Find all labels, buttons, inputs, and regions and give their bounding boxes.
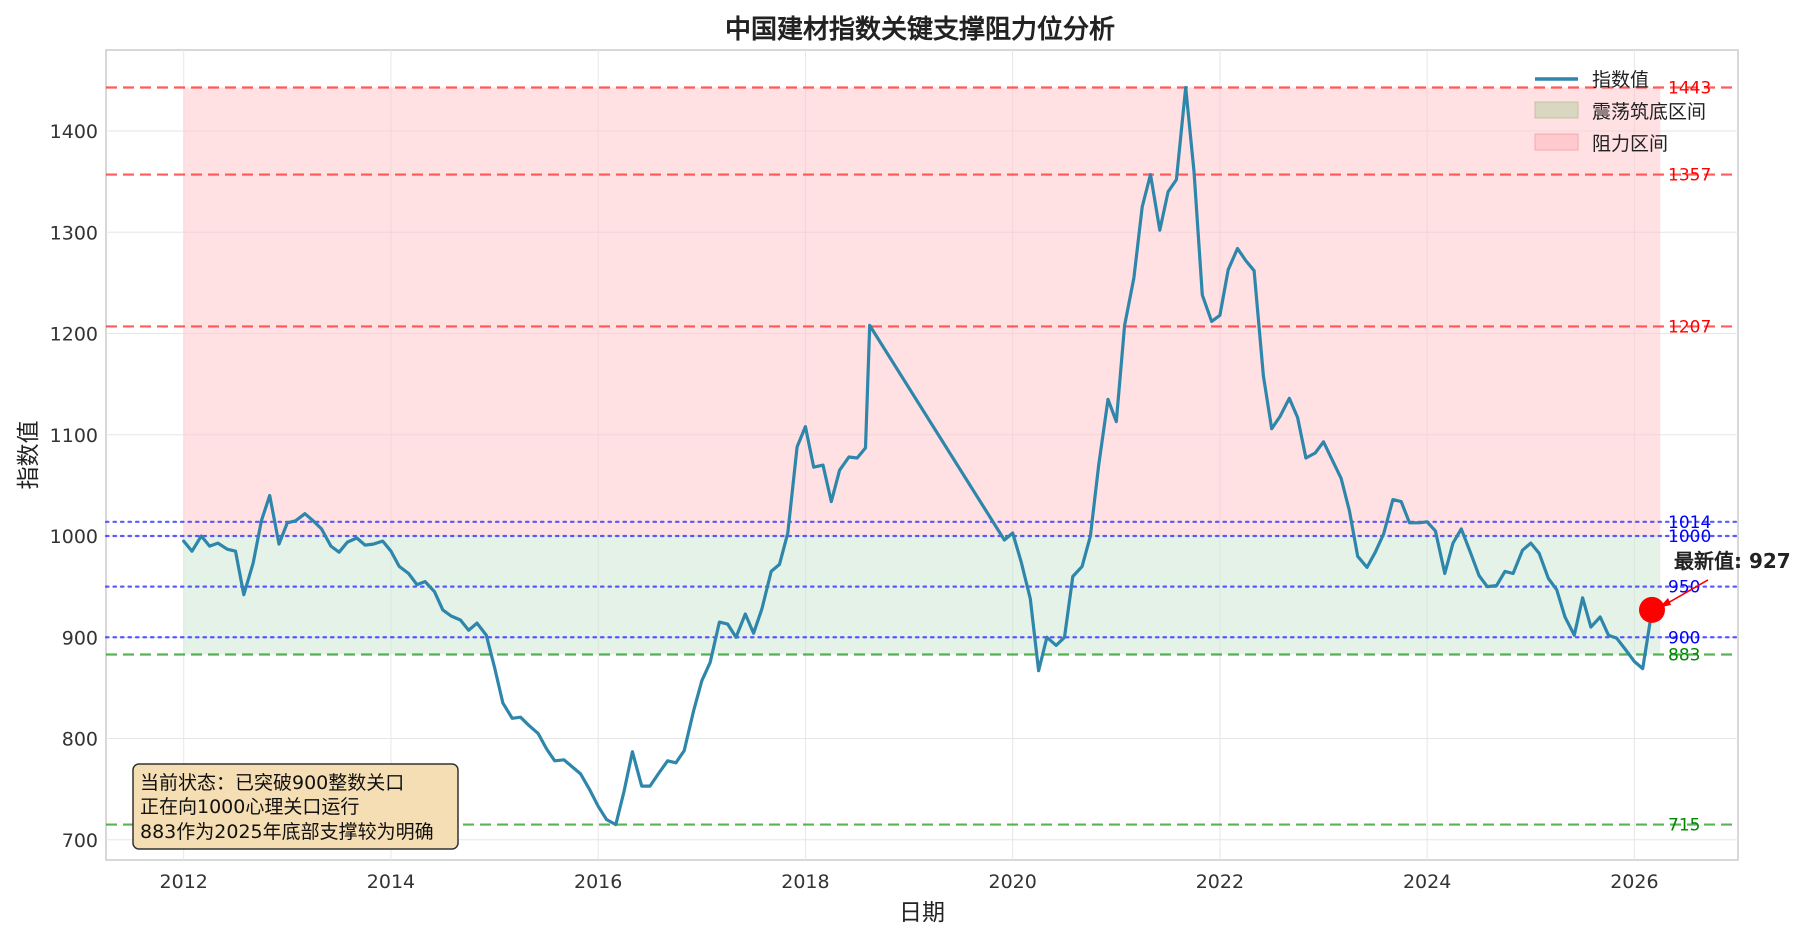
chart-title: 中国建材指数关键支撑阻力位分析 bbox=[725, 14, 1115, 45]
legend-label-bottom-zone: 震荡筑底区间 bbox=[1592, 101, 1706, 123]
series-layer bbox=[182, 85, 1654, 827]
latest-value-label: 最新值: 927 bbox=[1674, 549, 1791, 573]
level-label-715: 715 bbox=[1668, 816, 1700, 836]
x-tick-label: 2022 bbox=[1196, 871, 1244, 893]
status-line-3: 883作为2025年底部支撑较为明确 bbox=[140, 821, 434, 843]
legend-patch-resistance-zone bbox=[1534, 133, 1579, 151]
latest-annotation-layer: 最新值: 927 bbox=[1638, 549, 1791, 623]
level-label-1000: 1000 bbox=[1668, 527, 1711, 547]
y-axis-title: 指数值 bbox=[16, 421, 42, 490]
legend-label-resistance-zone: 阻力区间 bbox=[1592, 133, 1668, 155]
legend-patch-bottom-zone bbox=[1534, 101, 1579, 119]
level-label-1207: 1207 bbox=[1668, 317, 1711, 337]
x-tick-label: 2020 bbox=[988, 871, 1036, 893]
x-axis-title: 日期 bbox=[899, 900, 945, 926]
x-tick-label: 2016 bbox=[574, 871, 622, 893]
level-label-900: 900 bbox=[1668, 628, 1700, 648]
level-label-1357: 1357 bbox=[1668, 166, 1711, 186]
y-tick-label: 900 bbox=[62, 627, 98, 649]
bottom-zone-band bbox=[183, 536, 1661, 655]
zone-bands bbox=[183, 87, 1661, 655]
latest-point bbox=[1638, 596, 1665, 623]
y-tick-label: 1400 bbox=[50, 121, 98, 143]
legend-label-series: 指数值 bbox=[1592, 69, 1649, 91]
y-tick-label: 1000 bbox=[50, 526, 98, 548]
level-label-950: 950 bbox=[1668, 578, 1700, 598]
x-tick-label: 2014 bbox=[367, 871, 415, 893]
y-tick-label: 1100 bbox=[50, 425, 98, 447]
y-tick-label: 800 bbox=[62, 729, 98, 751]
resistance-zone-band bbox=[183, 87, 1661, 537]
status-box-background bbox=[132, 763, 459, 850]
legend: 指数值 震荡筑底区间 阻力区间 bbox=[1534, 69, 1706, 155]
x-tick-label: 2012 bbox=[160, 871, 208, 893]
status-line-2: 正在向1000心理关口运行 bbox=[140, 796, 359, 818]
y-tick-label: 1200 bbox=[50, 324, 98, 346]
axis-ticks: 2012 2014 2016 2018 2020 2022 2024 2026 700 800 90… bbox=[50, 121, 1659, 893]
y-tick-label: 700 bbox=[62, 830, 98, 852]
x-tick-label: 2018 bbox=[781, 871, 829, 893]
level-label-1014: 1014 bbox=[1668, 513, 1711, 533]
x-tick-label: 2024 bbox=[1403, 871, 1451, 893]
level-label-883: 883 bbox=[1668, 645, 1700, 665]
y-tick-label: 1300 bbox=[50, 222, 98, 244]
status-box: 当前状态：已突破900整数关口 正在向1000心理关口运行 883作为2025年… bbox=[132, 763, 459, 850]
series-line bbox=[182, 85, 1654, 827]
level-label-1443: 1443 bbox=[1668, 78, 1711, 98]
x-tick-label: 2026 bbox=[1610, 871, 1658, 893]
status-line-1: 当前状态：已突破900整数关口 bbox=[140, 772, 404, 794]
